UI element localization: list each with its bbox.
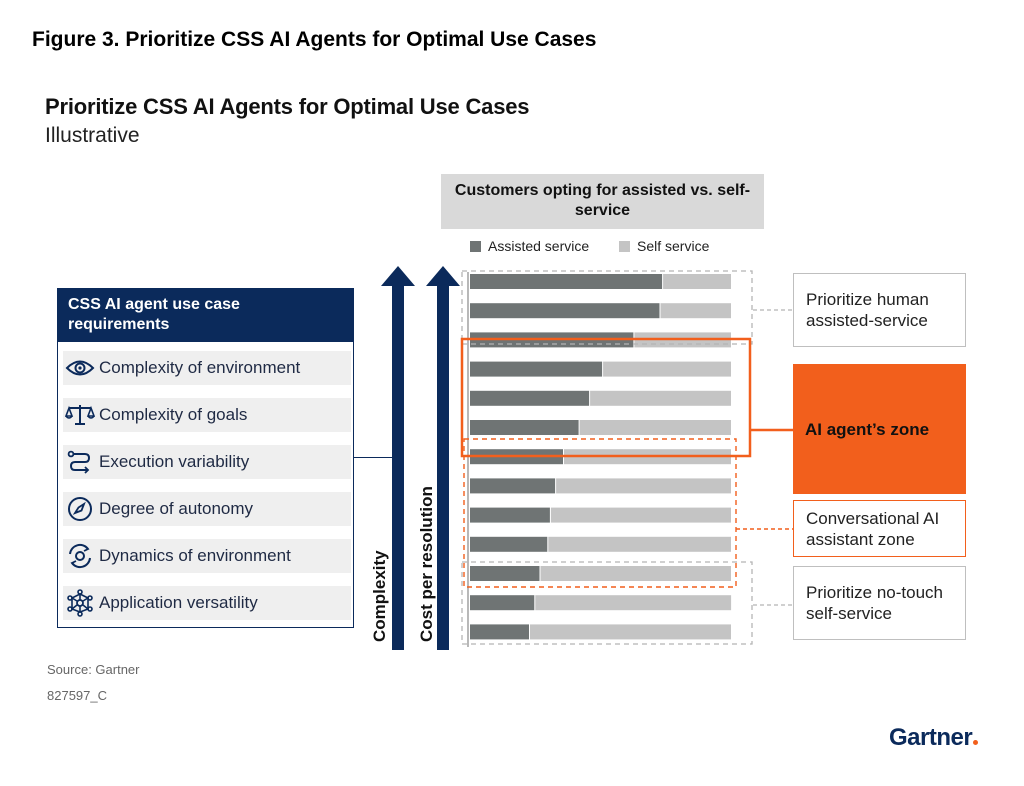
document-id: 827597_C [47,688,107,703]
legend-label-assisted: Assisted service [488,238,590,254]
bar-assisted-service [470,420,579,435]
complexity-arrow-shaft [392,282,404,650]
bar-assisted-service [470,478,556,494]
requirement-row: Execution variability [63,445,351,479]
legend-swatch-assisted [470,240,481,252]
ai-zone-bracket [460,337,752,458]
bar-assisted-service [470,595,535,611]
requirements-header: CSS AI agent use case requirements [58,289,353,342]
figure-title: Figure 3. Prioritize CSS AI Agents for O… [32,28,597,51]
bar-assisted-service [470,390,590,406]
bar-self-service [540,566,731,581]
bar-self-service [603,361,731,377]
requirement-row: Degree of autonomy [63,492,351,526]
brand-logo: Gartner [889,724,979,752]
zone-human-label: Prioritize human assisted-service [806,290,929,330]
legend-title-box: Customers opting for assisted vs. self-s… [441,174,764,229]
complexity-arrow-head [381,266,415,286]
brand-name: Gartner [889,724,973,751]
bar-self-service [550,507,731,523]
bar-self-service [663,274,731,289]
bar-self-service [530,624,731,640]
sync-gear-icon [63,539,97,573]
zone-conversational-label: Conversational AI assistant zone [806,508,940,549]
notouch-zone-bracket [461,561,753,645]
bar-assisted-service [470,274,663,289]
overlay-layer [460,270,793,647]
requirement-label: Execution variability [99,452,250,471]
zone-no-touch: Prioritize no-touch self-service [793,566,966,640]
bar-assisted-service [470,566,540,581]
legend-item-assisted: Assisted service [470,238,589,254]
brand-dot [973,740,979,745]
network-icon [63,586,97,620]
requirement-label: Application versatility [99,593,258,612]
cost-axis-label: Cost per resolution [417,486,436,642]
bar-assisted-service [470,507,550,523]
bar-self-service [660,303,731,319]
zone-ai-agent: AI agent’s zone [793,364,966,494]
requirement-row: Dynamics of environment [63,539,351,573]
cost-arrow-shaft [437,282,449,650]
legend-label-self: Self service [637,238,710,254]
bars-layer [470,274,732,640]
eye-icon [63,351,97,385]
axis-arrows [381,266,460,650]
scales-icon [63,398,97,432]
legend-item-self: Self service [619,238,709,254]
legend-swatch-self [619,240,630,252]
legend-title: Customers opting for assisted vs. self-s… [454,182,751,219]
bar-assisted-service [470,624,529,640]
requirement-label: Degree of autonomy [99,499,254,518]
bar-self-service [556,478,731,494]
bar-assisted-service [470,361,603,377]
chart-subtitle: Illustrative [45,124,140,147]
zone-notouch-label: Prioritize no-touch self-service [806,583,944,623]
bar-self-service [579,420,731,435]
requirement-row: Application versatility [63,586,351,620]
stacked-bar-chart [460,270,793,647]
zone-human-assisted: Prioritize human assisted-service [793,273,966,347]
cost-arrow-head [426,266,460,286]
chart-title: Prioritize CSS AI Agents for Optimal Use… [45,94,530,119]
human-zone-bracket [461,270,753,345]
bar-self-service [548,536,731,552]
bar-self-service [590,390,731,406]
zone-conversational: Conversational AI assistant zone [793,500,966,557]
conversational-zone-bracket [463,438,737,588]
connector-line [354,457,394,458]
requirements-panel: CSS AI agent use case requirements Compl… [57,288,354,628]
requirement-row: Complexity of goals [63,398,351,432]
bar-assisted-service [470,536,548,552]
zone-ai-label: AI agent’s zone [805,419,930,439]
requirement-label: Complexity of environment [99,358,301,377]
requirement-label: Dynamics of environment [99,546,291,565]
compass-icon [63,492,97,526]
requirement-row: Complexity of environment [63,351,351,385]
requirement-label: Complexity of goals [99,405,248,424]
bar-self-service [535,595,732,611]
complexity-axis-label: Complexity [370,550,389,642]
route-icon [63,445,97,479]
bar-assisted-service [470,303,660,319]
source-note: Source: Gartner [47,662,140,677]
